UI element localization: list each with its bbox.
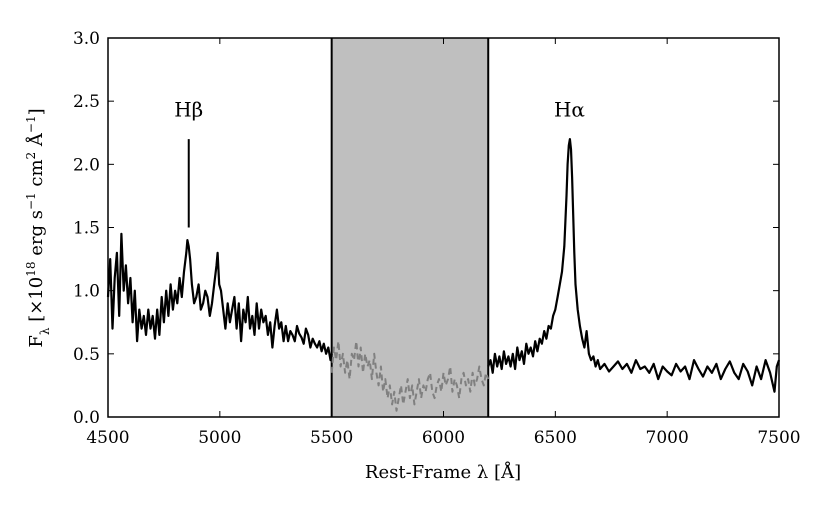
spectrum-series-2 [487,138,781,393]
y-tick-label: 2.5 [73,92,100,112]
x-tick-label: 7000 [646,428,689,448]
annotation-layer: Hβ Hα [174,97,585,228]
line-label-1: Hα [554,97,585,121]
line-label-0: Hβ [174,97,203,121]
masked-wavelength-region [331,38,489,417]
y-axis-title: Fλ [×1018 erg s−1 cm2 Å−1] [24,108,52,347]
y-tick-label: 1.0 [73,282,100,302]
x-tick-label: 6000 [422,428,465,448]
spectrum-series-0 [106,232,333,362]
y-tick-label: 0.0 [73,408,100,428]
x-tick-label: 7500 [757,428,800,448]
plot-frame [107,37,780,418]
series-layer [106,138,781,412]
y-tick-label: 1.5 [73,219,100,239]
x-tick-label: 4500 [86,428,129,448]
spectrum-series-1 [330,340,490,412]
x-tick-label: 5000 [198,428,241,448]
x-tick-label: 5500 [310,428,353,448]
x-axis-title: Rest-Frame λ [Å] [365,461,521,483]
y-tick-label: 3.0 [73,29,100,49]
x-tick-label: 6500 [534,428,577,448]
ticks-layer: 4500 5000 5500 6000 6500 7000 7500 0.0 0.5 1.0 1.5… [73,29,801,448]
y-tick-label: 0.5 [73,345,100,365]
y-tick-label: 2.0 [73,155,100,175]
